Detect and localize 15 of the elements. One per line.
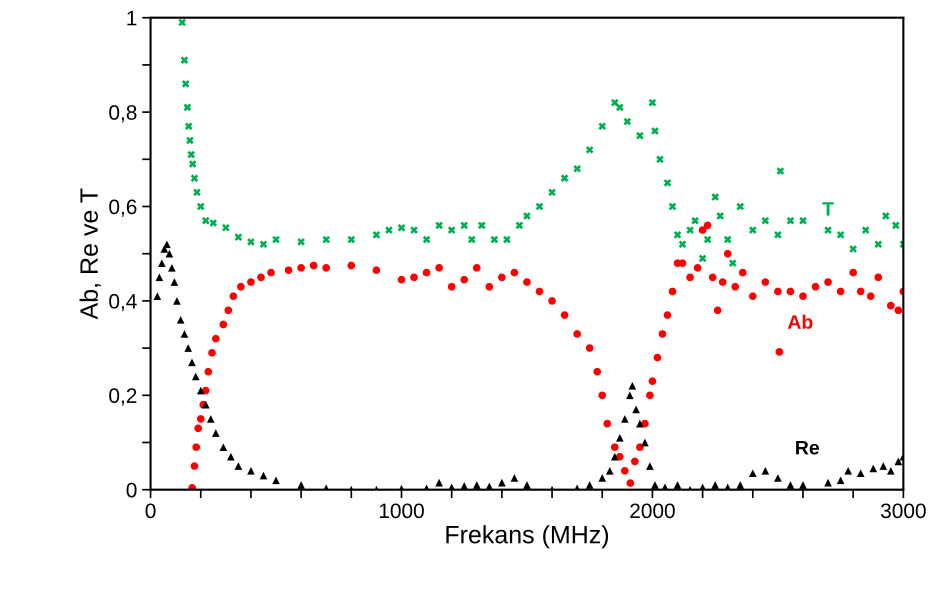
- x-tick-label: 3000: [880, 503, 926, 518]
- y-tick-label: 0,2: [109, 388, 136, 406]
- y-tick-label: 0: [126, 482, 137, 498]
- x-tick-label: 0: [146, 503, 156, 518]
- y-axis-title: Ab, Re ve T: [80, 188, 101, 320]
- y-tick-label: 0,6: [109, 200, 136, 217]
- y-tick-label: 0,8: [109, 105, 136, 122]
- y-tick-label: 0,4: [109, 294, 137, 312]
- series-label: T: [822, 202, 834, 216]
- x-tick-label: 2000: [630, 503, 675, 518]
- y-tick-label: 1: [127, 10, 136, 26]
- x-tick-label: 1000: [380, 503, 424, 518]
- series-label: Ab: [788, 314, 812, 329]
- series-label: Re: [796, 440, 820, 455]
- x-axis-title: Frekans (MHz): [446, 525, 608, 548]
